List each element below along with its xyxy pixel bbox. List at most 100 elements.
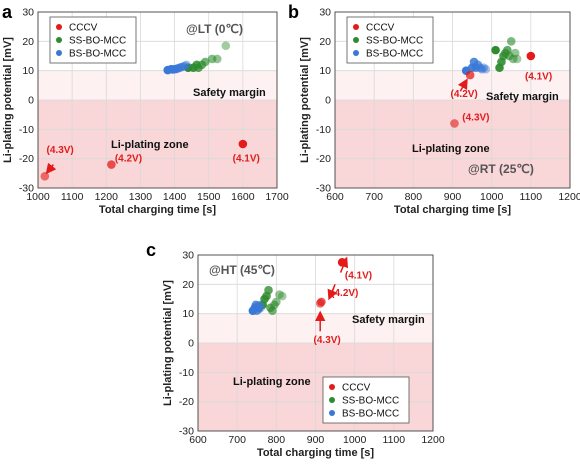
- x-tick-label: 700: [365, 191, 383, 203]
- legend-marker: [329, 410, 335, 416]
- data-point-ss-bo-mcc: [272, 297, 281, 307]
- y-axis-label: Li-plating potential [mV]: [2, 37, 14, 163]
- y-tick-label: -30: [19, 183, 34, 195]
- plot-frame: [334, 11, 571, 189]
- data-point-cccv: [238, 139, 248, 149]
- legend-label: BS-BO-MCC: [366, 49, 423, 60]
- safety-margin-label: Safety margin: [486, 91, 559, 103]
- legend-label: BS-BO-MCC: [342, 409, 399, 420]
- legend-box: [49, 16, 137, 64]
- safety-margin-region: [38, 70, 277, 100]
- data-point-bs-bo-mcc: [180, 61, 190, 71]
- x-tick-label: 600: [326, 191, 344, 203]
- y-axis-label: Li-plating potential [mV]: [299, 37, 311, 163]
- plot-frame: [37, 11, 278, 189]
- data-point-cccv: [450, 119, 459, 128]
- data-point-bs-bo-mcc: [481, 64, 491, 74]
- data-point-ss-bo-mcc: [510, 48, 520, 58]
- annotation-arrow: [457, 78, 468, 92]
- x-axis-label: Total charging time [s]: [257, 447, 374, 459]
- voltage-annotation: (4.2V): [331, 288, 358, 299]
- y-tick-label: 0: [28, 95, 34, 107]
- safety-margin-label: Safety margin: [193, 87, 266, 99]
- x-tick-label: 1000: [480, 191, 504, 203]
- legend-box: [322, 376, 410, 424]
- legend-marker: [56, 37, 62, 43]
- li-plating-zone-region: [38, 100, 277, 188]
- data-point-cccv: [465, 70, 475, 80]
- data-point-ss-bo-mcc: [512, 54, 522, 64]
- voltage-annotation: (4.3V): [47, 145, 74, 156]
- legend-label: BS-BO-MCC: [69, 49, 126, 60]
- x-tick-label: 700: [228, 434, 246, 446]
- y-tick-label: -10: [19, 124, 34, 136]
- voltage-annotation: (4.3V): [462, 113, 489, 124]
- y-tick-label: -20: [19, 153, 34, 165]
- data-point-ss-bo-mcc: [201, 57, 210, 67]
- x-tick-label: 600: [189, 434, 207, 446]
- panel-c: c 600 700 800 900 1000 1100 1200 -30 -20 -10 0 10 20 3…: [146, 240, 445, 459]
- y-tick-label: 10: [319, 65, 331, 77]
- legend-marker: [353, 37, 359, 43]
- y-tick-label: -20: [179, 396, 194, 408]
- data-point-cccv: [107, 160, 116, 169]
- voltage-annotation: (4.2V): [115, 154, 142, 165]
- data-point-bs-bo-mcc: [255, 300, 265, 310]
- x-tick-label: 1200: [558, 191, 580, 203]
- data-point-ss-bo-mcc: [212, 54, 222, 64]
- legend-label: CCCV: [342, 383, 371, 394]
- panel-letter: c: [146, 240, 156, 260]
- data-point-ss-bo-mcc: [221, 41, 231, 51]
- x-tick-label: 1600: [231, 191, 255, 203]
- data-point-bs-bo-mcc: [479, 63, 489, 73]
- data-point-ss-bo-mcc: [275, 290, 284, 299]
- legend-label: CCCV: [69, 23, 98, 34]
- legend-marker: [56, 24, 62, 30]
- condition-label: @RT (25℃): [468, 162, 534, 176]
- legend-marker: [353, 24, 359, 30]
- data-point-ss-bo-mcc: [277, 291, 287, 301]
- y-tick-label: -30: [179, 426, 194, 438]
- y-tick-label: 10: [182, 308, 194, 320]
- data-point-bs-bo-mcc: [256, 303, 265, 313]
- legend-label: CCCV: [366, 23, 395, 34]
- voltage-annotation: (4.3V): [314, 335, 341, 346]
- annotation-arrow: [338, 256, 349, 273]
- x-tick-label: 1400: [163, 191, 187, 203]
- x-tick-label: 800: [268, 434, 286, 446]
- y-tick-label: 30: [182, 250, 194, 262]
- data-point-ss-bo-mcc: [264, 285, 273, 295]
- li-plating-zone-label: Li-plating zone: [412, 143, 490, 155]
- x-tick-label: 1100: [61, 191, 84, 203]
- legend-label: SS-BO-MCC: [69, 36, 126, 47]
- legend-marker: [56, 50, 62, 56]
- legend-marker: [353, 50, 359, 56]
- plot-frame: [197, 254, 434, 432]
- legend: CCCV SS-BO-MCC BS-BO-MCC: [49, 16, 137, 64]
- x-tick-label: 900: [307, 434, 325, 446]
- data-point-cccv: [526, 51, 536, 61]
- legend-marker: [329, 397, 335, 403]
- data-point-ss-bo-mcc: [506, 37, 516, 46]
- x-tick-label: 1300: [129, 191, 153, 203]
- x-axis-label: Total charging time [s]: [394, 204, 511, 216]
- data-point-ss-bo-mcc: [491, 45, 500, 55]
- data-point-cccv: [40, 171, 50, 181]
- data-point-cccv: [317, 297, 326, 307]
- x-tick-label: 1100: [383, 434, 406, 446]
- x-tick-label: 1100: [520, 191, 543, 203]
- li-plating-zone-label: Li-plating zone: [233, 376, 311, 388]
- y-tick-label: -30: [316, 183, 331, 195]
- y-tick-label: -20: [316, 153, 331, 165]
- legend-label: SS-BO-MCC: [342, 396, 399, 407]
- x-tick-label: 1000: [26, 191, 50, 203]
- legend-box: [346, 16, 434, 64]
- y-tick-label: -10: [316, 124, 331, 136]
- legend: CCCV SS-BO-MCC BS-BO-MCC: [346, 16, 434, 64]
- voltage-annotation: (4.1V): [233, 154, 260, 165]
- x-tick-label: 1500: [197, 191, 221, 203]
- y-tick-label: 20: [182, 279, 194, 291]
- panel-a: a 1000 1100 1200 1300 1400 1500 1600 1700 -30 -20 -…: [2, 2, 289, 216]
- y-tick-label: 10: [22, 65, 34, 77]
